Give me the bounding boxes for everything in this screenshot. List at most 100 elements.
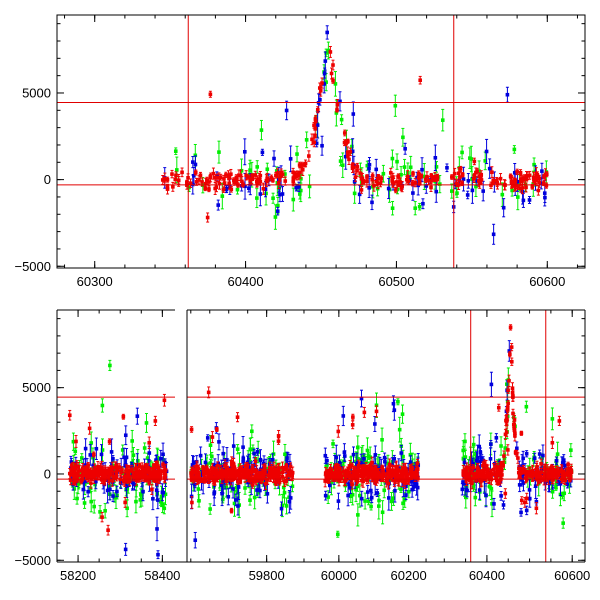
data-point [348,150,353,154]
x-tick-label: 60500 [378,274,414,289]
data-point [138,498,143,502]
data-point [68,478,73,483]
y-tick-label: 0 [44,172,51,187]
data-point [314,141,319,146]
data-point [477,179,481,183]
data-point [211,171,216,176]
data-point [144,463,148,468]
data-point [378,181,383,186]
data-point [395,159,399,164]
data-point [224,187,229,192]
data-point [215,463,220,468]
data-point [153,465,158,469]
data-point [244,470,249,475]
data-point [81,470,86,474]
data-point [132,482,137,487]
data-point [253,173,258,177]
data-point [274,173,278,178]
data-point [250,175,255,179]
data-point [505,92,510,97]
data-point [176,178,181,183]
data-point [217,150,221,154]
data-point [365,179,369,184]
data-point [278,174,283,179]
data-point [82,478,87,483]
data-point [131,453,136,457]
data-point [318,88,323,93]
data-point [322,82,326,86]
data-point [537,176,542,181]
data-point [248,498,252,502]
data-point [203,460,208,465]
data-point [220,491,224,496]
data-point [359,188,364,192]
data-point [472,159,477,164]
data-point [155,527,159,531]
data-point [250,465,255,469]
data-point [102,480,106,484]
data-point [100,403,105,408]
data-point [470,188,475,193]
data-point [243,149,247,154]
data-point [224,485,229,490]
data-point [206,475,211,480]
data-point [124,484,129,489]
data-point [402,165,407,169]
data-point [140,468,145,472]
data-point [408,165,413,170]
data-point [100,472,104,476]
data-point [147,451,152,455]
x-tick-label: 58400 [144,568,180,583]
data-point [171,185,175,189]
data-point [175,168,179,172]
data-point [279,170,284,174]
data-point [231,444,236,448]
data-point [135,458,140,463]
data-point [83,463,88,467]
data-point [475,169,479,173]
data-point [509,181,514,185]
data-point [92,452,96,457]
data-point [285,456,289,460]
data-point [391,181,396,185]
data-point [515,170,519,174]
data-point [340,163,345,167]
data-point [89,499,94,504]
data-point [162,469,167,474]
data-point [248,478,253,483]
data-point [219,483,224,488]
data-point [458,175,462,179]
data-point [244,468,248,472]
data-point [255,488,259,492]
data-point [361,179,366,184]
data-point [265,176,269,180]
data-point [540,169,544,173]
data-point [137,475,141,480]
data-point [411,172,415,176]
data-point [411,191,415,195]
data-point [258,488,262,493]
data-point [390,156,395,161]
data-point [278,192,282,197]
data-point [205,215,210,220]
data-point [401,135,405,140]
data-point [113,475,117,480]
data-point [71,439,76,444]
data-point [156,465,160,470]
data-point [247,186,251,191]
data-point [460,181,464,186]
data-point [370,174,375,178]
data-point [198,173,203,178]
data-point [213,176,218,180]
data-point [255,196,259,200]
data-point [483,159,488,163]
data-point [130,468,134,473]
data-point [267,465,272,470]
data-point [342,131,347,135]
data-point [226,173,231,178]
data-point [339,117,344,122]
data-point [153,478,157,482]
data-point [399,172,403,177]
data-point [468,156,472,160]
data-point [196,473,200,478]
